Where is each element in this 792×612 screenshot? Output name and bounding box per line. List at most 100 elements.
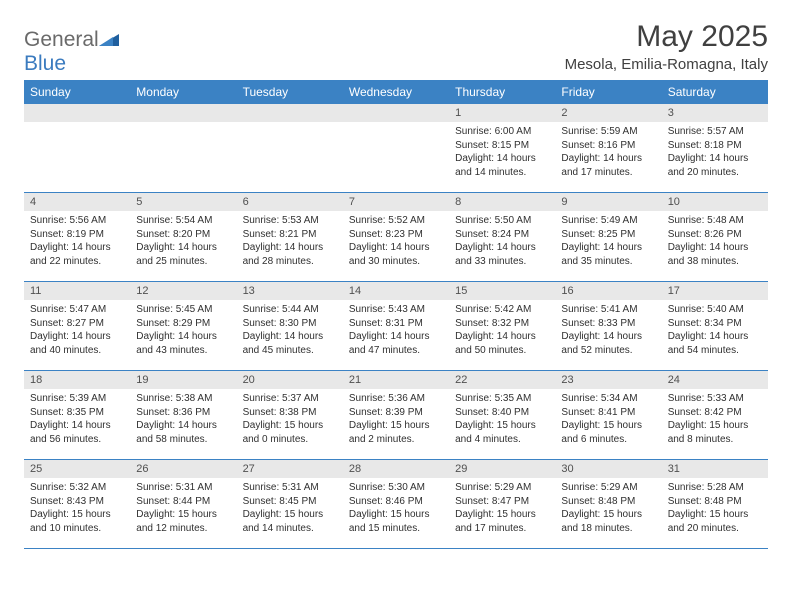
day-details: Sunrise: 5:38 AMSunset: 8:36 PMDaylight:… <box>130 389 236 450</box>
day-header-row: Sunday Monday Tuesday Wednesday Thursday… <box>24 80 768 104</box>
day-details: Sunrise: 5:42 AMSunset: 8:32 PMDaylight:… <box>449 300 555 361</box>
logo-word-blue: Blue <box>24 52 66 75</box>
day-details: Sunrise: 5:56 AMSunset: 8:19 PMDaylight:… <box>24 211 130 272</box>
calendar-cell: 23Sunrise: 5:34 AMSunset: 8:41 PMDayligh… <box>555 371 661 460</box>
day-number-empty <box>237 104 343 122</box>
calendar-cell: 24Sunrise: 5:33 AMSunset: 8:42 PMDayligh… <box>662 371 768 460</box>
day-number: 27 <box>237 460 343 478</box>
day-details: Sunrise: 5:35 AMSunset: 8:40 PMDaylight:… <box>449 389 555 450</box>
calendar-cell: 25Sunrise: 5:32 AMSunset: 8:43 PMDayligh… <box>24 460 130 549</box>
calendar-table: Sunday Monday Tuesday Wednesday Thursday… <box>24 80 768 549</box>
calendar-cell: 27Sunrise: 5:31 AMSunset: 8:45 PMDayligh… <box>237 460 343 549</box>
day-number: 9 <box>555 193 661 211</box>
calendar-cell: 13Sunrise: 5:44 AMSunset: 8:30 PMDayligh… <box>237 282 343 371</box>
day-number-empty <box>343 104 449 122</box>
day-details: Sunrise: 5:32 AMSunset: 8:43 PMDaylight:… <box>24 478 130 539</box>
day-number: 8 <box>449 193 555 211</box>
day-number: 3 <box>662 104 768 122</box>
day-number: 2 <box>555 104 661 122</box>
day-details: Sunrise: 5:30 AMSunset: 8:46 PMDaylight:… <box>343 478 449 539</box>
day-details: Sunrise: 5:34 AMSunset: 8:41 PMDaylight:… <box>555 389 661 450</box>
location-text: Mesola, Emilia-Romagna, Italy <box>565 56 768 73</box>
day-number: 5 <box>130 193 236 211</box>
calendar-row: 25Sunrise: 5:32 AMSunset: 8:43 PMDayligh… <box>24 460 768 549</box>
day-details: Sunrise: 5:29 AMSunset: 8:47 PMDaylight:… <box>449 478 555 539</box>
calendar-cell <box>237 104 343 193</box>
calendar-cell <box>343 104 449 193</box>
day-number: 21 <box>343 371 449 389</box>
day-number: 30 <box>555 460 661 478</box>
day-details: Sunrise: 5:45 AMSunset: 8:29 PMDaylight:… <box>130 300 236 361</box>
calendar-cell: 17Sunrise: 5:40 AMSunset: 8:34 PMDayligh… <box>662 282 768 371</box>
calendar-cell: 5Sunrise: 5:54 AMSunset: 8:20 PMDaylight… <box>130 193 236 282</box>
logo-triangle-icon <box>99 28 119 42</box>
day-details: Sunrise: 5:49 AMSunset: 8:25 PMDaylight:… <box>555 211 661 272</box>
calendar-cell: 21Sunrise: 5:36 AMSunset: 8:39 PMDayligh… <box>343 371 449 460</box>
day-details: Sunrise: 5:47 AMSunset: 8:27 PMDaylight:… <box>24 300 130 361</box>
calendar-cell: 1Sunrise: 6:00 AMSunset: 8:15 PMDaylight… <box>449 104 555 193</box>
month-title: May 2025 <box>565 20 768 54</box>
calendar-cell: 4Sunrise: 5:56 AMSunset: 8:19 PMDaylight… <box>24 193 130 282</box>
day-details: Sunrise: 5:59 AMSunset: 8:16 PMDaylight:… <box>555 122 661 183</box>
calendar-cell: 22Sunrise: 5:35 AMSunset: 8:40 PMDayligh… <box>449 371 555 460</box>
day-number: 29 <box>449 460 555 478</box>
day-number: 16 <box>555 282 661 300</box>
calendar-cell: 2Sunrise: 5:59 AMSunset: 8:16 PMDaylight… <box>555 104 661 193</box>
day-details: Sunrise: 5:39 AMSunset: 8:35 PMDaylight:… <box>24 389 130 450</box>
day-number: 13 <box>237 282 343 300</box>
calendar-cell <box>130 104 236 193</box>
calendar-cell: 19Sunrise: 5:38 AMSunset: 8:36 PMDayligh… <box>130 371 236 460</box>
day-details: Sunrise: 5:28 AMSunset: 8:48 PMDaylight:… <box>662 478 768 539</box>
day-details: Sunrise: 5:50 AMSunset: 8:24 PMDaylight:… <box>449 211 555 272</box>
calendar-cell <box>24 104 130 193</box>
calendar-row: 4Sunrise: 5:56 AMSunset: 8:19 PMDaylight… <box>24 193 768 282</box>
day-details: Sunrise: 5:48 AMSunset: 8:26 PMDaylight:… <box>662 211 768 272</box>
day-number: 12 <box>130 282 236 300</box>
day-number: 10 <box>662 193 768 211</box>
day-number: 14 <box>343 282 449 300</box>
day-number: 26 <box>130 460 236 478</box>
calendar-cell: 14Sunrise: 5:43 AMSunset: 8:31 PMDayligh… <box>343 282 449 371</box>
title-block: May 2025 Mesola, Emilia-Romagna, Italy <box>565 20 768 73</box>
day-number: 6 <box>237 193 343 211</box>
logo-text: GeneralBlue <box>24 28 119 76</box>
day-details: Sunrise: 6:00 AMSunset: 8:15 PMDaylight:… <box>449 122 555 183</box>
day-number-empty <box>24 104 130 122</box>
day-header: Friday <box>555 80 661 104</box>
calendar-cell: 7Sunrise: 5:52 AMSunset: 8:23 PMDaylight… <box>343 193 449 282</box>
day-number: 22 <box>449 371 555 389</box>
calendar-cell: 26Sunrise: 5:31 AMSunset: 8:44 PMDayligh… <box>130 460 236 549</box>
calendar-cell: 6Sunrise: 5:53 AMSunset: 8:21 PMDaylight… <box>237 193 343 282</box>
calendar-cell: 30Sunrise: 5:29 AMSunset: 8:48 PMDayligh… <box>555 460 661 549</box>
calendar-cell: 3Sunrise: 5:57 AMSunset: 8:18 PMDaylight… <box>662 104 768 193</box>
day-number: 31 <box>662 460 768 478</box>
logo: GeneralBlue <box>24 28 119 76</box>
day-header: Wednesday <box>343 80 449 104</box>
day-number: 20 <box>237 371 343 389</box>
day-number: 4 <box>24 193 130 211</box>
day-number: 17 <box>662 282 768 300</box>
calendar-cell: 31Sunrise: 5:28 AMSunset: 8:48 PMDayligh… <box>662 460 768 549</box>
calendar-cell: 29Sunrise: 5:29 AMSunset: 8:47 PMDayligh… <box>449 460 555 549</box>
day-header: Monday <box>130 80 236 104</box>
day-details: Sunrise: 5:44 AMSunset: 8:30 PMDaylight:… <box>237 300 343 361</box>
calendar-row: 11Sunrise: 5:47 AMSunset: 8:27 PMDayligh… <box>24 282 768 371</box>
calendar-cell: 10Sunrise: 5:48 AMSunset: 8:26 PMDayligh… <box>662 193 768 282</box>
day-number: 11 <box>24 282 130 300</box>
day-number: 1 <box>449 104 555 122</box>
day-number: 19 <box>130 371 236 389</box>
day-details: Sunrise: 5:41 AMSunset: 8:33 PMDaylight:… <box>555 300 661 361</box>
day-details: Sunrise: 5:29 AMSunset: 8:48 PMDaylight:… <box>555 478 661 539</box>
day-details: Sunrise: 5:31 AMSunset: 8:45 PMDaylight:… <box>237 478 343 539</box>
logo-word-general: General <box>24 28 99 51</box>
calendar-cell: 9Sunrise: 5:49 AMSunset: 8:25 PMDaylight… <box>555 193 661 282</box>
day-details: Sunrise: 5:40 AMSunset: 8:34 PMDaylight:… <box>662 300 768 361</box>
day-details: Sunrise: 5:33 AMSunset: 8:42 PMDaylight:… <box>662 389 768 450</box>
day-details: Sunrise: 5:52 AMSunset: 8:23 PMDaylight:… <box>343 211 449 272</box>
day-header: Saturday <box>662 80 768 104</box>
day-header: Thursday <box>449 80 555 104</box>
day-number: 28 <box>343 460 449 478</box>
day-header: Sunday <box>24 80 130 104</box>
day-header: Tuesday <box>237 80 343 104</box>
calendar-cell: 15Sunrise: 5:42 AMSunset: 8:32 PMDayligh… <box>449 282 555 371</box>
